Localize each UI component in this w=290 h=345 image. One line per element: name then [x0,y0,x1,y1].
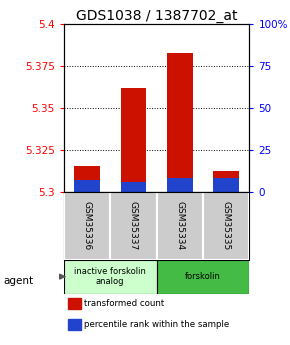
Text: agent: agent [3,276,33,286]
Bar [110,191,157,260]
Bar [213,171,239,191]
Bar [157,260,249,294]
Bar [74,180,100,191]
Bar [64,191,110,260]
Bar [157,191,203,260]
Text: percentile rank within the sample: percentile rank within the sample [84,320,229,329]
Bar [167,178,193,191]
Text: transformed count: transformed count [84,299,164,308]
Bar [167,53,193,191]
Text: GSM35336: GSM35336 [82,201,92,250]
Title: GDS1038 / 1387702_at: GDS1038 / 1387702_at [76,9,237,23]
Bar [68,319,81,330]
Bar [121,181,146,191]
Bar [68,298,81,309]
Bar [121,88,146,191]
Text: forskolin: forskolin [185,272,221,281]
Bar [203,191,249,260]
Text: inactive forskolin
analog: inactive forskolin analog [74,267,146,286]
Text: GSM35337: GSM35337 [129,201,138,250]
Text: GSM35335: GSM35335 [222,201,231,250]
Text: GSM35334: GSM35334 [175,201,184,250]
Bar [74,167,100,191]
Bar [64,260,157,294]
Bar [213,178,239,191]
